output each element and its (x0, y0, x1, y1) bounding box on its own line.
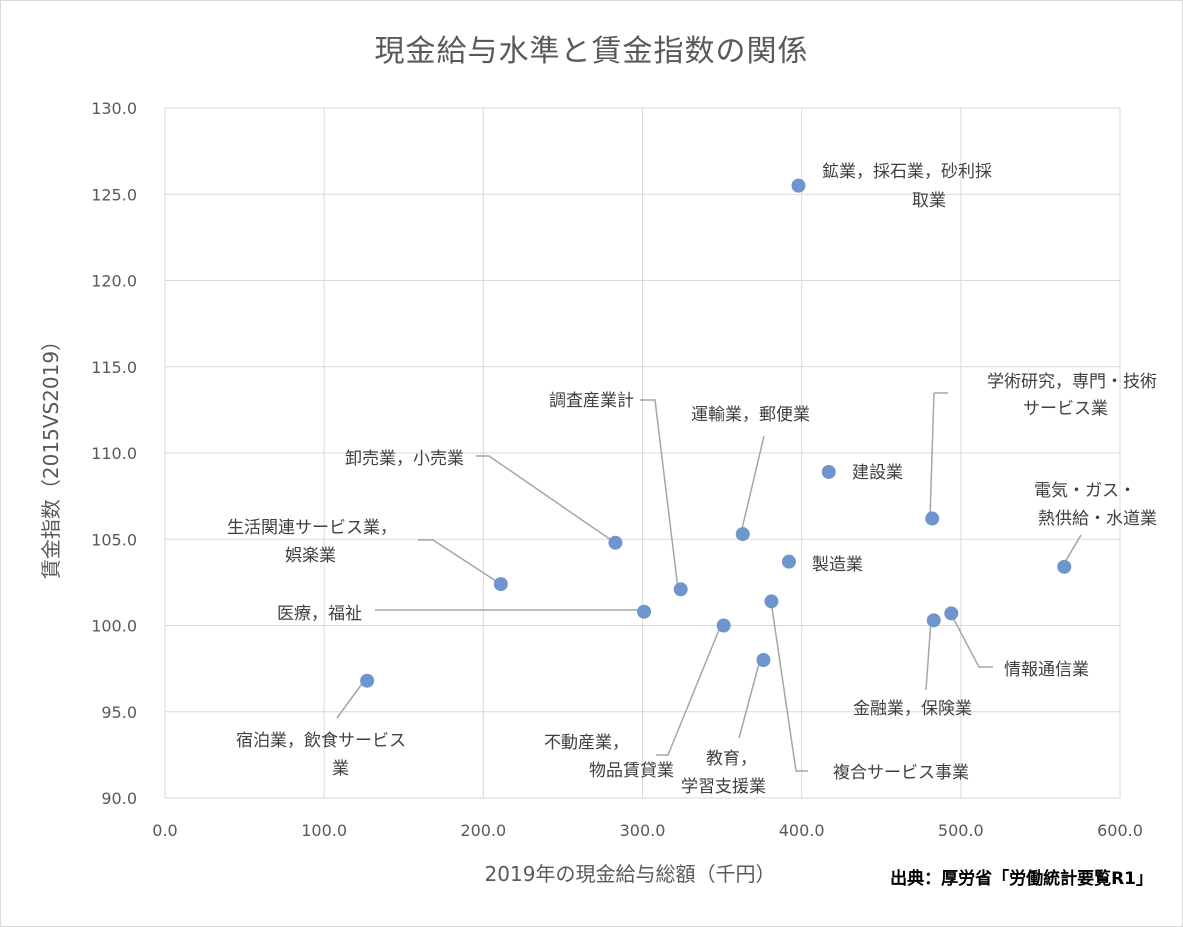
point-label: 宿泊業，飲食サービス (236, 731, 406, 751)
y-tick-label: 120.0 (91, 272, 137, 291)
data-point (1057, 559, 1072, 574)
data-point (673, 582, 688, 597)
leader-line (949, 611, 993, 668)
y-axis-title: 賃金指数（2015VS2019） (39, 330, 63, 580)
data-point (735, 527, 750, 542)
point-label: 物品賃貸業 (589, 761, 674, 781)
leader-line (656, 624, 722, 756)
data-point (716, 618, 731, 633)
point-label: 複合サービス事業 (833, 763, 969, 783)
point-label: 鉱業，採石業，砂利採 (822, 162, 992, 182)
data-point (925, 511, 940, 526)
chart-title: 現金給与水準と賃金指数の関係 (374, 34, 809, 69)
point-label: 運輸業，郵便業 (691, 405, 810, 425)
point-label: 情報通信業 (1004, 660, 1089, 680)
data-point (756, 653, 771, 667)
leader-line (925, 619, 932, 691)
y-tick-label: 130.0 (91, 99, 137, 118)
data-point (926, 613, 941, 628)
data-point (764, 594, 779, 609)
y-tick-label: 100.0 (91, 617, 137, 636)
point-label: 学習支援業 (681, 777, 766, 797)
leader-line (770, 600, 808, 772)
x-tick-label: 500.0 (938, 821, 984, 840)
point-label: 卸売業，小売業 (345, 449, 464, 469)
y-tick-label: 105.0 (91, 530, 137, 549)
x-axis-title: 2019年の現金給与総額（千円） (484, 862, 776, 886)
x-tick-label: 400.0 (779, 821, 825, 840)
x-tick-label: 200.0 (460, 821, 506, 840)
point-label: 金融業，保険業 (853, 699, 972, 719)
point-label: 製造業 (812, 555, 863, 575)
point-label: 熱供給・水道業 (1038, 509, 1157, 529)
leader-line (738, 659, 761, 739)
data-point (360, 673, 375, 688)
y-tick-label: 110.0 (91, 444, 137, 463)
leader-line (640, 399, 679, 590)
point-label: 学術研究，専門・技術 (987, 372, 1157, 392)
point-label: 不動産業， (544, 733, 629, 753)
point-label: サービス業 (1023, 399, 1108, 419)
y-tick-label: 115.0 (91, 358, 137, 377)
data-point (791, 178, 806, 193)
point-label: 電気・ガス・ (1034, 481, 1136, 501)
point-label: 取業 (912, 191, 946, 211)
x-tick-label: 0.0 (152, 821, 177, 840)
point-label: 建設業 (852, 463, 903, 483)
y-tick-label: 125.0 (91, 185, 137, 204)
leader-line (476, 455, 615, 543)
leader-line (929, 392, 935, 519)
x-tick-label: 300.0 (620, 821, 666, 840)
y-tick-label: 95.0 (101, 703, 137, 722)
data-point (637, 604, 652, 619)
point-label: 調査産業計 (549, 391, 634, 411)
leader-line (418, 539, 500, 584)
data-point (493, 577, 508, 592)
point-label: 医療，福祉 (277, 604, 362, 624)
leader-line (336, 680, 365, 719)
point-label: 娯楽業 (285, 546, 336, 566)
point-label: 教育， (706, 749, 757, 769)
leader-line (740, 435, 765, 534)
data-point (781, 554, 796, 569)
x-tick-label: 100.0 (301, 821, 347, 840)
data-point (944, 606, 959, 621)
data-point (608, 535, 623, 550)
x-tick-label: 600.0 (1097, 821, 1143, 840)
point-label: 生活関連サービス業， (227, 518, 397, 538)
point-label: 業 (332, 759, 349, 779)
y-tick-label: 90.0 (101, 789, 137, 808)
data-point (821, 464, 836, 479)
source-note: 出典：厚労省「労働統計要覧R1」 (890, 869, 1153, 889)
